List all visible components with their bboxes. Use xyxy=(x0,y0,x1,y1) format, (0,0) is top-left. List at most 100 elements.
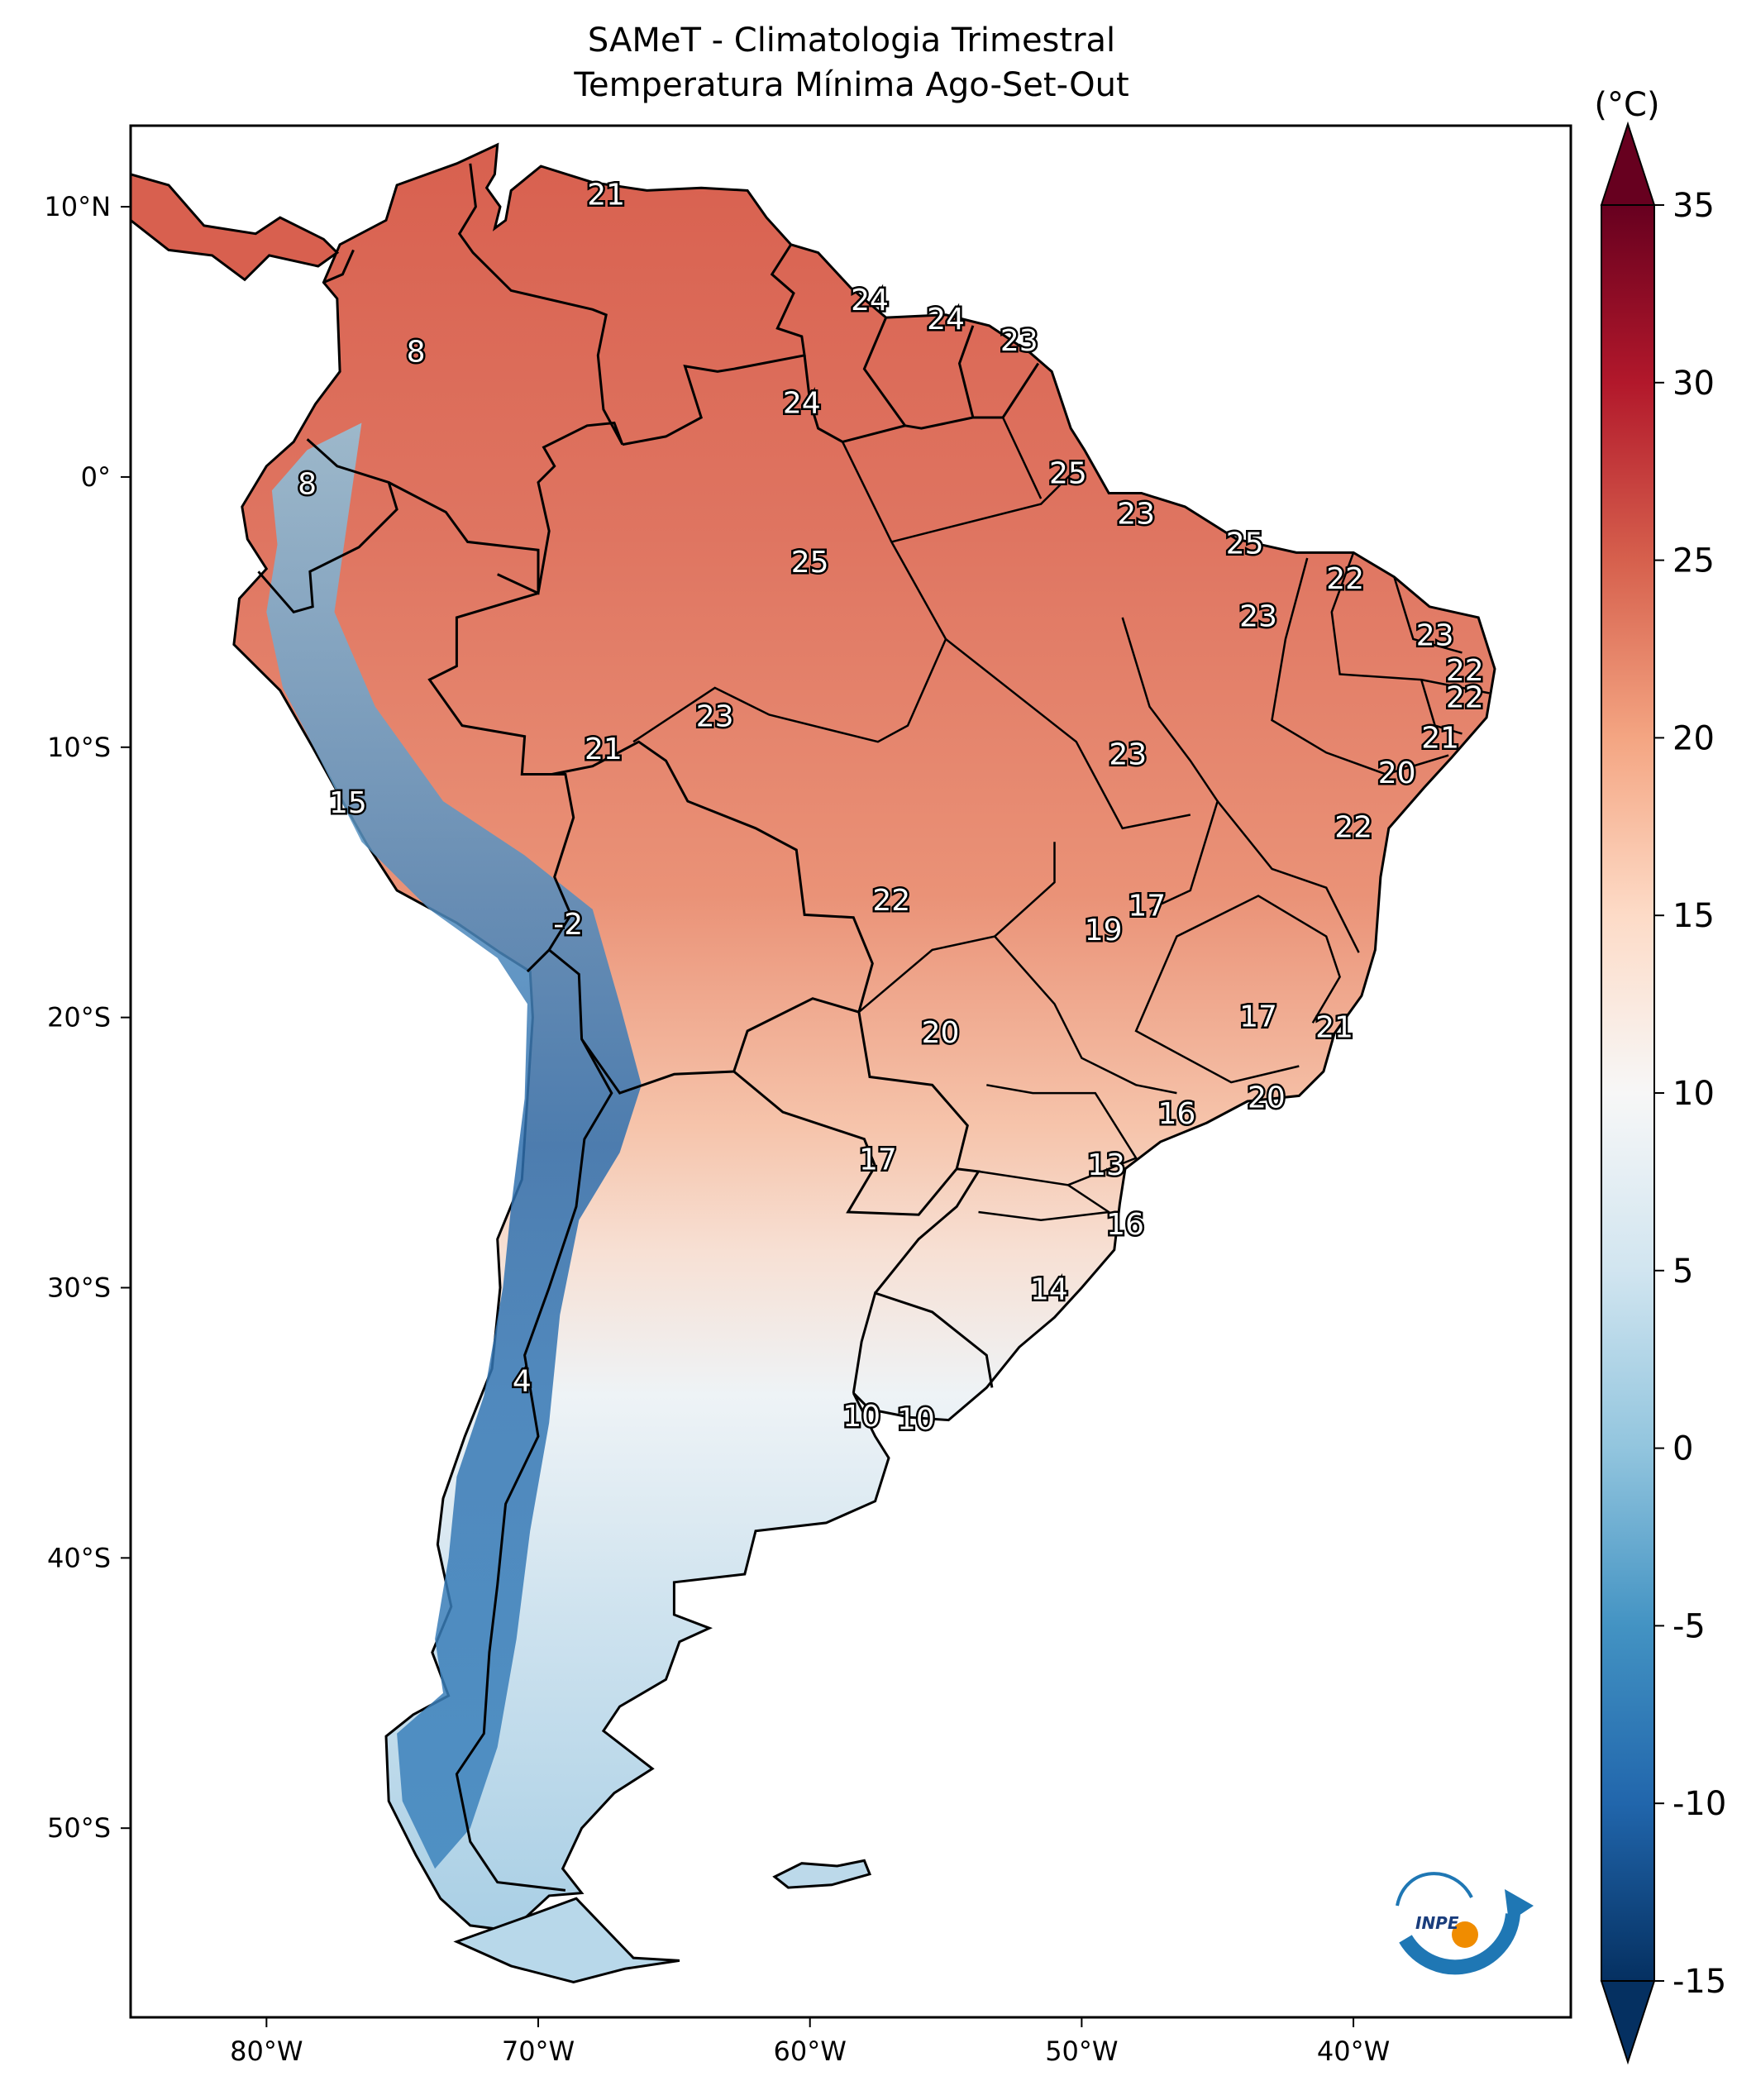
station-label: 21 xyxy=(587,179,625,212)
station-label: 20 xyxy=(1248,1081,1286,1114)
station-label: 23 xyxy=(696,700,734,734)
station-label: 22 xyxy=(872,884,910,918)
state-border-line xyxy=(1216,800,1360,953)
colorbar-tick-label: 0 xyxy=(1672,1430,1693,1468)
colorbar-tick-label: -10 xyxy=(1672,1785,1726,1823)
station-label: 17 xyxy=(859,1143,897,1177)
x-axis-ticks: 80°W 70°W 60°W 50°W 40°W xyxy=(230,2017,1390,2067)
colorbar-extend-bottom xyxy=(1600,1980,1656,2065)
map-frame xyxy=(129,124,1572,2019)
border-line xyxy=(322,249,355,284)
station-label: 20 xyxy=(922,1016,960,1050)
station-label: 22 xyxy=(1334,811,1372,845)
station-label: 21 xyxy=(1315,1010,1353,1044)
station-label: 23 xyxy=(1000,324,1038,358)
station-label: 16 xyxy=(1157,1097,1195,1131)
y-tick-label: 10°N xyxy=(44,191,111,222)
border-line xyxy=(732,1011,969,1216)
station-label: 15 xyxy=(329,786,367,820)
colorbar-tick-label: 35 xyxy=(1672,187,1715,225)
y-tick-label: 30°S xyxy=(47,1272,111,1303)
chart-subtitle: Temperatura Mínima Ago-Set-Out xyxy=(574,66,1129,104)
y-tick-label: 20°S xyxy=(47,1002,111,1033)
y-tick-label: 10°S xyxy=(47,732,111,763)
y-tick-label: 50°S xyxy=(47,1812,111,1844)
station-label: 21 xyxy=(585,733,623,766)
border-line xyxy=(551,740,874,1095)
colorbar-ticks: 35 30 25 20 15 10 5 0 -5 -10 -15 xyxy=(1654,187,1726,2001)
logo-swirl-icon xyxy=(1396,1872,1473,1907)
state-border-line xyxy=(1330,551,1490,694)
station-label: 22 xyxy=(1446,681,1484,715)
state-border-line xyxy=(945,638,1191,830)
station-label: 8 xyxy=(407,335,426,369)
y-axis-ticks: 10°N 0° 10°S 20°S 30°S 40°S 50°S xyxy=(44,191,131,1844)
station-label: 10 xyxy=(842,1400,880,1434)
station-label: -2 xyxy=(553,908,583,942)
inpe-logo: INPE xyxy=(1396,1872,1534,1975)
state-border-line xyxy=(978,1184,1112,1222)
logo-arrow-icon xyxy=(1505,1889,1534,1922)
colorbar-extend-top xyxy=(1600,121,1656,206)
state-border-line xyxy=(978,1084,1138,1186)
station-label: 19 xyxy=(1085,914,1123,947)
station-label: 23 xyxy=(1117,497,1155,531)
station-label: 22 xyxy=(1446,654,1484,688)
station-label: 25 xyxy=(1049,456,1087,490)
state-border-line xyxy=(994,935,1177,1095)
colorbar-tick-label: 10 xyxy=(1672,1075,1715,1113)
andes-cold-band xyxy=(266,422,642,1869)
border-line xyxy=(852,1291,994,1394)
colorbar-tick-label: 30 xyxy=(1672,365,1715,403)
border-line xyxy=(874,1167,981,1294)
colorbar-tick-label: 25 xyxy=(1672,542,1715,580)
state-border-line xyxy=(1121,617,1219,911)
logo-orange-dot-icon xyxy=(1452,1921,1478,1948)
state-border-line xyxy=(890,462,1083,543)
colorbar-tick-label: 5 xyxy=(1672,1253,1693,1291)
station-label: 21 xyxy=(1421,722,1459,756)
station-label: 22 xyxy=(1326,562,1364,596)
state-border-line xyxy=(1001,417,1043,499)
border-line xyxy=(388,481,575,973)
colorbar-tick-label: -15 xyxy=(1672,1963,1726,2001)
country-borders xyxy=(257,163,1490,1892)
colorbar-tick-label: -5 xyxy=(1672,1607,1706,1645)
station-label: 25 xyxy=(791,546,829,580)
tierra-del-fuego xyxy=(453,1897,680,1984)
x-tick-label: 60°W xyxy=(774,2036,847,2067)
y-tick-label: 0° xyxy=(81,461,111,493)
station-label: 23 xyxy=(1109,737,1147,771)
x-tick-label: 70°W xyxy=(502,2036,575,2067)
station-label: 10 xyxy=(897,1402,935,1436)
state-border-line xyxy=(1393,576,1463,654)
border-line xyxy=(622,243,806,446)
station-label: 24 xyxy=(927,303,965,336)
state-border-line xyxy=(1134,895,1341,1084)
station-label: 17 xyxy=(1239,1000,1277,1033)
station-label: 8 xyxy=(298,468,317,502)
border-line xyxy=(257,438,398,614)
station-label: 20 xyxy=(1378,756,1416,790)
falkland-islands xyxy=(772,1859,872,1889)
state-border-line xyxy=(632,441,947,743)
state-border-line xyxy=(1271,557,1449,776)
state-border-line xyxy=(1420,679,1463,735)
station-label: 16 xyxy=(1106,1208,1144,1242)
x-tick-label: 80°W xyxy=(230,2036,303,2067)
station-label: 13 xyxy=(1087,1148,1125,1182)
x-tick-label: 40°W xyxy=(1317,2036,1390,2067)
colorbar-tick-label: 15 xyxy=(1672,897,1715,935)
station-label: 24 xyxy=(783,386,821,420)
colorbar-unit: (°C) xyxy=(1594,86,1659,124)
station-label: 23 xyxy=(1239,600,1277,634)
station-label: 24 xyxy=(851,284,889,317)
chart-title: SAMeT - Climatologia Trimestral xyxy=(587,21,1116,60)
logo-arc-icon xyxy=(1399,1913,1520,1975)
y-tick-label: 40°S xyxy=(47,1542,111,1573)
station-label: 17 xyxy=(1128,889,1166,923)
border-line xyxy=(455,948,613,1892)
station-label: 14 xyxy=(1030,1273,1068,1307)
